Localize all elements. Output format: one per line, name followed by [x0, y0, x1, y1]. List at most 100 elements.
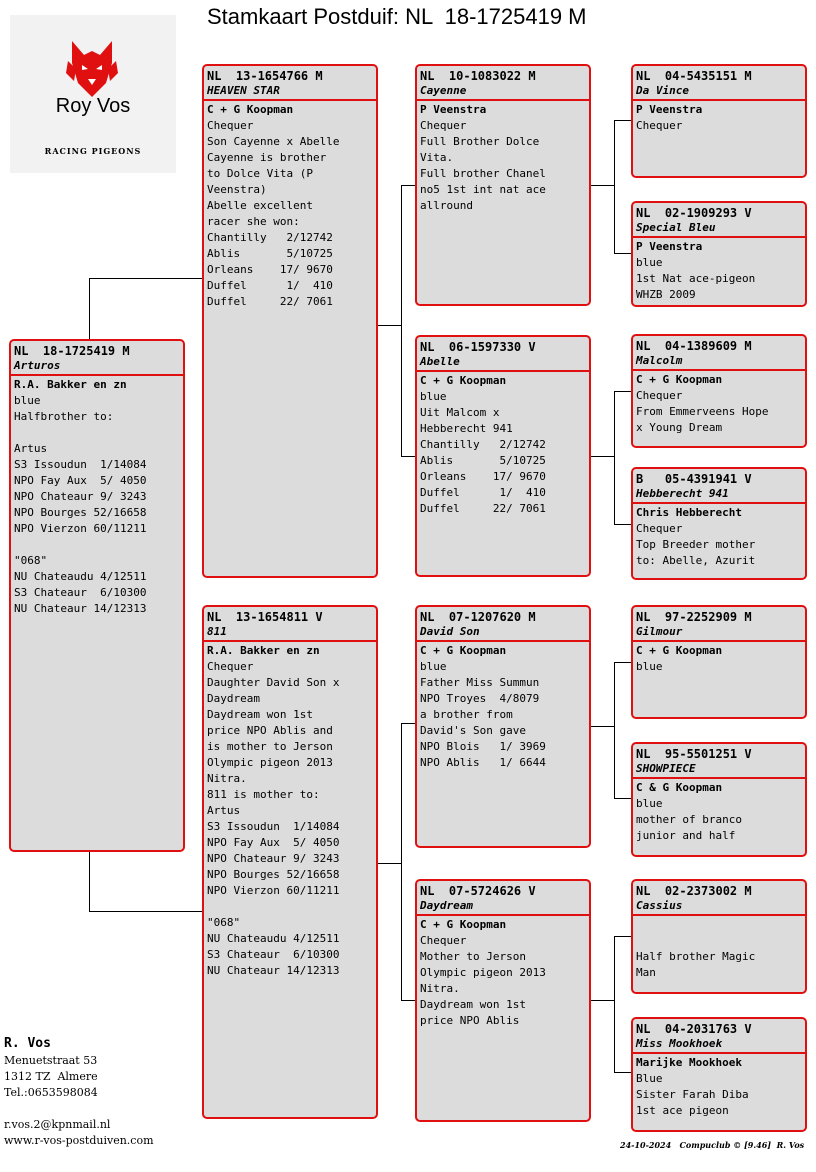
info-line: NPO Chateaur 9/ 3243: [207, 852, 340, 865]
pigeon-card-fmm[interactable]: B 05-4391941 V Hebberecht 941 Chris Hebber…: [631, 467, 807, 580]
connector: [614, 1072, 633, 1073]
info-line: Chequer: [420, 934, 467, 947]
info-line: Chequer: [207, 660, 254, 673]
email-link[interactable]: r.vos.2@kpnmail.nl: [4, 1118, 111, 1131]
connector: [614, 120, 633, 121]
pigeon-card-mother[interactable]: NL 13-1654811 V 811 R.A. Bakker en zn Chequ…: [202, 605, 378, 1119]
info-line: 811 is mother to:: [207, 788, 320, 801]
owner-name: C + G Koopman: [636, 644, 723, 657]
connector: [401, 185, 417, 186]
info-line: S3 Issoudun 1/14084: [14, 458, 147, 471]
info-line: a brother from: [420, 708, 513, 721]
owner-name: P Veenstra: [420, 103, 487, 116]
connector: [614, 936, 633, 937]
info-line: Ablis 5/10725: [207, 247, 333, 260]
connector: [89, 278, 90, 339]
header-divider: [633, 640, 805, 642]
info-line: Top Breeder mother: [636, 538, 756, 551]
pigeon-card-fff[interactable]: NL 04-5435151 M Da Vince P Veenstra Chequer: [631, 64, 807, 178]
pigeon-name: HEAVEN STAR: [207, 84, 280, 97]
page-title: Stamkaart Postduif: NL 18-1725419 M: [207, 4, 587, 29]
ring-number: NL 04-1389609 M: [636, 339, 752, 353]
info-line: Artus: [14, 442, 48, 455]
pigeon-card-mff[interactable]: NL 97-2252909 M Gilmour C + G Koopman blue: [631, 605, 807, 719]
info-line: Daydream won 1st: [207, 708, 313, 721]
info-line: S3 Chateaur 6/10300: [14, 586, 147, 599]
owner-name: C + G Koopman: [636, 373, 723, 386]
pigeon-name: 811: [207, 625, 227, 638]
address-line: 1312 TZ Almere: [4, 1070, 98, 1083]
info-line: price NPO Ablis and: [207, 724, 333, 737]
logo: Roy Vos RACING PIGEONS: [10, 15, 176, 173]
info-line: From Emmerveens Hope: [636, 405, 769, 418]
ring-number: NL 07-5724626 V: [420, 884, 536, 898]
info-line: NPO Vierzon 60/11211: [207, 884, 340, 897]
pigeon-name: Abelle: [420, 355, 460, 368]
info-line: NU Chateaudu 4/12511: [207, 932, 340, 945]
header-divider: [417, 370, 589, 372]
info-line: 1st ace pigeon: [636, 1104, 729, 1117]
header-divider: [204, 640, 376, 642]
info-line: racer she won:: [207, 215, 300, 228]
pigeon-card-mmf[interactable]: NL 02-2373002 M Cassius Half brother Magi…: [631, 879, 807, 994]
header-divider: [417, 99, 589, 101]
pigeon-card-mother-mother[interactable]: NL 07-5724626 V Daydream C + G Koopman Cheq…: [415, 879, 591, 1122]
pigeon-card-fmf[interactable]: NL 04-1389609 M Malcolm C + G Koopman Chequ…: [631, 334, 807, 448]
info-line: Mother to Jerson: [420, 950, 526, 963]
info-line: blue: [636, 797, 663, 810]
info-line: David's Son gave: [420, 724, 526, 737]
connector: [89, 911, 204, 912]
breeder-name: R. Vos: [4, 1036, 51, 1051]
header-divider: [417, 914, 589, 916]
connector: [614, 936, 615, 1073]
info-line: NPO Vierzon 60/11211: [14, 522, 147, 535]
info-line: blue: [420, 390, 447, 403]
pigeon-card-mmm[interactable]: NL 04-2031763 V Miss Mookhoek Marijke Mook…: [631, 1017, 807, 1132]
info-line: Chantilly 2/12742: [207, 231, 333, 244]
pigeon-card-ffm[interactable]: NL 02-1909293 V Special Bleu P Veenstra blu…: [631, 201, 807, 307]
connector: [614, 662, 615, 799]
pigeon-card-mother-father[interactable]: NL 07-1207620 M David Son C + G Koopman blu…: [415, 605, 591, 848]
info-line: Olympic pigeon 2013: [420, 966, 546, 979]
connector: [589, 456, 615, 457]
pigeon-card-subject[interactable]: NL 18-1725419 M Arturos R.A. Bakker en zn b…: [9, 339, 185, 852]
info-line: NU Chateaudu 4/12511: [14, 570, 147, 583]
website-link[interactable]: www.r-vos-postduiven.com: [4, 1134, 154, 1147]
header-divider: [11, 374, 183, 376]
pigeon-name: Arturos: [14, 359, 61, 372]
pigeon-card-father-mother[interactable]: NL 06-1597330 V Abelle C + G Koopman blue Ui…: [415, 335, 591, 577]
pigeon-name: Special Bleu: [636, 221, 716, 234]
info-line: allround: [420, 199, 473, 212]
info-line: Veenstra): [207, 183, 267, 196]
header-divider: [633, 99, 805, 101]
info-line: Orleans 17/ 9670: [420, 470, 546, 483]
info-line: blue: [420, 660, 447, 673]
owner-name: Chris Hebberecht: [636, 506, 742, 519]
info-line: Nitra.: [420, 982, 460, 995]
info-line: blue: [14, 394, 41, 407]
ring-number: NL 13-1654811 V: [207, 610, 323, 624]
owner-name: C & G Koopman: [636, 781, 723, 794]
wolf-head-icon: [66, 41, 118, 97]
connector: [376, 863, 402, 864]
ring-number: NL 07-1207620 M: [420, 610, 536, 624]
pigeon-name: David Son: [420, 625, 480, 638]
info-line: Nitra.: [207, 772, 247, 785]
header-divider: [417, 640, 589, 642]
pigeon-card-mfm[interactable]: NL 95-5501251 V SHOWPIECE C & G Koopman blu…: [631, 742, 807, 857]
header-divider: [633, 777, 805, 779]
connector: [589, 726, 615, 727]
connector: [89, 851, 90, 912]
ring-number: B 05-4391941 V: [636, 472, 752, 486]
connector: [614, 798, 633, 799]
info-line: Duffel 1/ 410: [420, 486, 546, 499]
info-line: Chantilly 2/12742: [420, 438, 546, 451]
pigeon-card-father[interactable]: NL 13-1654766 M HEAVEN STAR C + G Koopman C…: [202, 64, 378, 578]
info-line: NPO Bourges 52/16658: [14, 506, 147, 519]
ring-number: NL 13-1654766 M: [207, 69, 323, 83]
pigeon-card-father-father[interactable]: NL 10-1083022 M Cayenne P Veenstra Chequer F…: [415, 64, 591, 306]
header-divider: [633, 236, 805, 238]
address-line: [4, 1101, 154, 1117]
logo-name: Roy Vos: [55, 95, 131, 117]
connector: [614, 120, 615, 254]
